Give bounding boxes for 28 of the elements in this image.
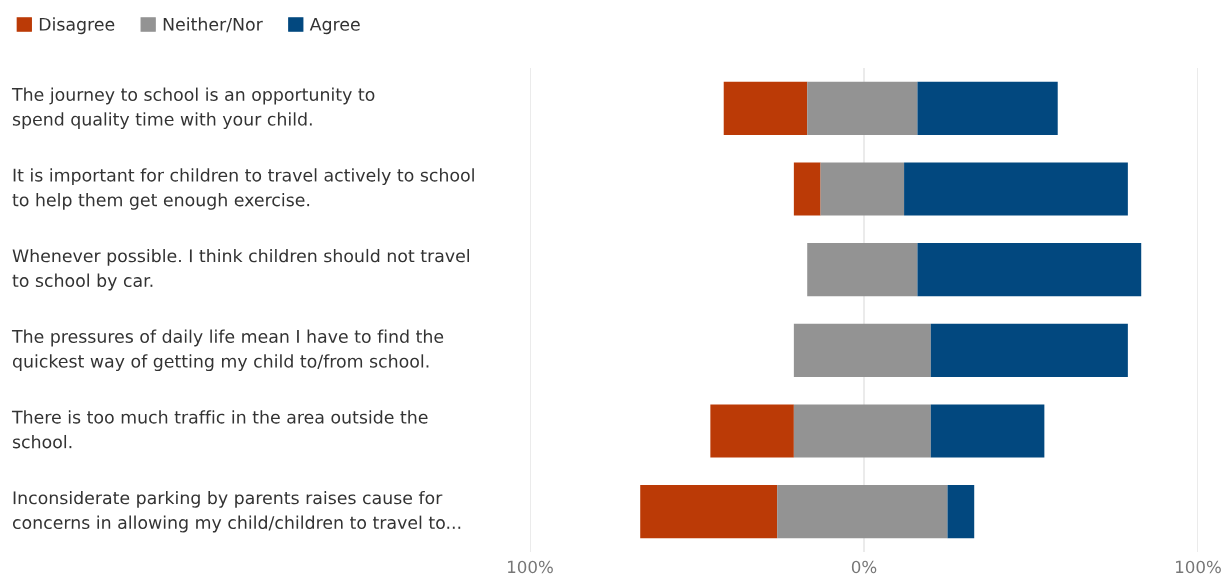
y-tick-label: The pressures of daily life mean I have to find the quickest way of getting my child to/from school. [11,329,444,372]
bar [793,404,931,458]
legend-label: Neither/Nor [163,17,263,33]
y-tick-label: Inconsiderate parking by parents raises cause for concerns in allowing my child/children to travel to... [12,490,461,533]
y-tick-label: The journey to school is an opportunity to spend quality time with your child. [11,87,375,130]
bar [930,404,1045,458]
y-tick-label: Whenever possible. I think children should not travel to school by car. [12,248,469,291]
legend-label: Agree [309,17,360,35]
bar [640,485,778,539]
bar [917,243,1142,297]
legend-label: Disagree [39,17,115,35]
y-tick-label: It is important for children to travel actively to school to help them get enough exercise. [12,168,474,210]
bar [710,404,794,458]
bar [904,162,1128,216]
x-tick-label: 100% [508,560,553,574]
x-tick-label: 0% [851,560,877,574]
bar [807,81,918,135]
bar [820,162,905,216]
bar [917,81,1058,135]
bar [723,81,808,135]
bar [930,323,1128,377]
y-tick-label: There is too much traffic in the area outside the school. [11,410,428,449]
bar [793,162,821,216]
bar [793,323,931,377]
bar [807,243,918,297]
x-tick-label: 100% [1176,560,1221,574]
bar [777,485,948,539]
bar [947,485,975,539]
